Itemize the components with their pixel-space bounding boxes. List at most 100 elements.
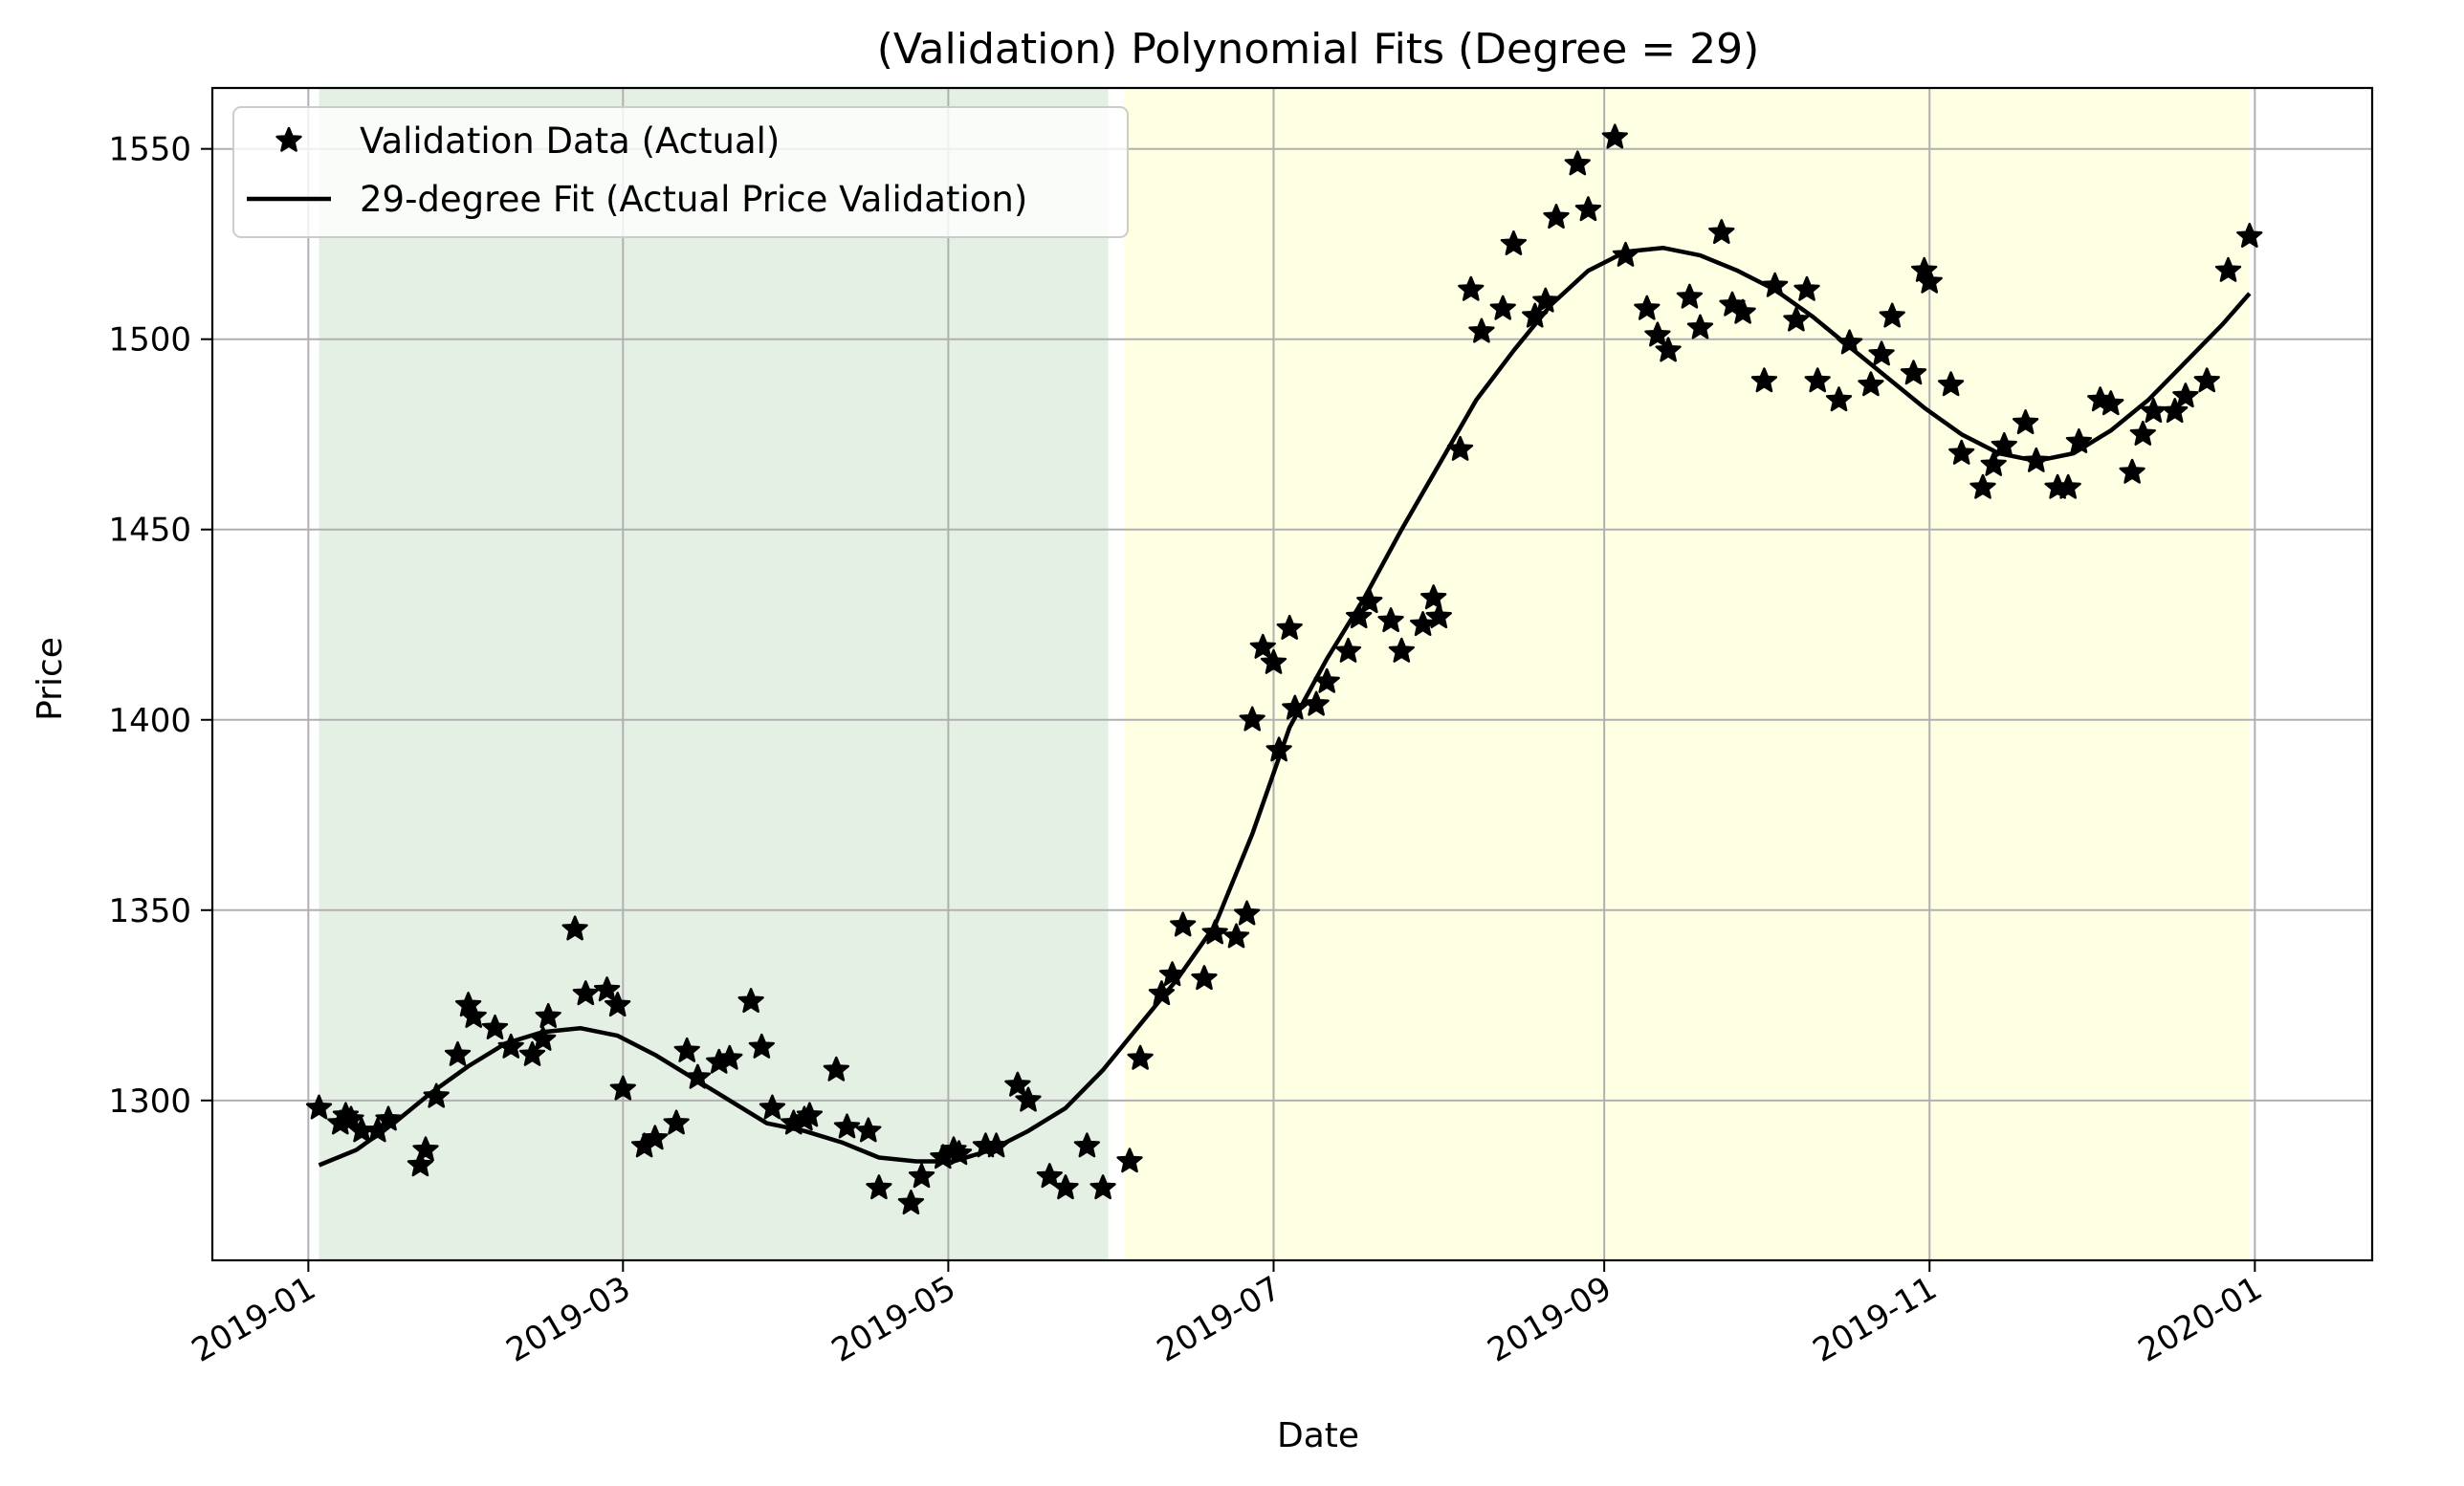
data-point — [2012, 409, 2039, 435]
data-point — [1052, 1174, 1079, 1200]
data-point — [1937, 371, 1965, 397]
data-point — [673, 1037, 700, 1062]
data-point — [1425, 603, 1452, 629]
data-point — [2214, 256, 2242, 282]
data-point — [1260, 648, 1287, 674]
data-point — [1239, 706, 1265, 732]
legend-label-fit-line: 29-degree Fit (Actual Price Validation) — [360, 179, 1027, 220]
data-point — [1500, 229, 1528, 255]
data-point — [2236, 222, 2263, 248]
shaded-region-2 — [1124, 88, 2250, 1260]
data-point — [481, 1014, 509, 1039]
chart-title: (Validation) Polynomial Fits (Degree = 2… — [877, 25, 1760, 74]
data-point — [1836, 329, 1863, 355]
data-point — [1127, 1044, 1154, 1070]
data-point — [1793, 275, 1820, 301]
data-point — [1015, 1086, 1042, 1112]
data-point — [1783, 306, 1810, 332]
data-point — [1916, 268, 1943, 294]
data-point — [1201, 919, 1228, 945]
data-point — [1522, 302, 1549, 328]
data-point — [1334, 637, 1362, 663]
data-point — [1116, 1147, 1143, 1173]
data-point — [2098, 390, 2124, 416]
data-point — [1948, 439, 1975, 465]
y-tick-label: 1500 — [108, 321, 191, 360]
data-point — [1804, 367, 1831, 393]
y-tick-label: 1400 — [108, 702, 191, 740]
data-point — [1346, 603, 1373, 629]
data-point — [663, 1109, 690, 1135]
data-point — [1761, 272, 1789, 297]
y-tick-label: 1300 — [108, 1082, 191, 1121]
data-point — [1303, 690, 1330, 716]
data-point — [1750, 367, 1778, 393]
data-point — [855, 1117, 882, 1143]
data-point — [1868, 340, 1895, 366]
y-tick-label: 1350 — [108, 892, 191, 930]
data-point — [1858, 371, 1884, 397]
data-point — [518, 1040, 546, 1066]
data-point — [338, 1105, 364, 1131]
data-point — [572, 980, 599, 1006]
data-point — [945, 1140, 973, 1166]
data-point — [1004, 1071, 1031, 1097]
data-point — [1655, 337, 1682, 362]
data-point — [1446, 435, 1474, 461]
y-tick-label: 1450 — [108, 512, 191, 550]
data-point — [1377, 607, 1404, 633]
data-point — [1532, 287, 1559, 313]
data-point — [1388, 637, 1415, 663]
y-axis-ticks: 1300 1350 1400 1450 1500 1550 — [108, 131, 212, 1121]
data-point — [2023, 447, 2050, 472]
legend: Validation Data (Actual) 29-degree Fit (… — [232, 106, 1129, 238]
data-point — [605, 992, 631, 1017]
data-point — [1991, 431, 2017, 457]
data-point — [1148, 980, 1176, 1006]
data-point — [748, 1033, 775, 1059]
data-point — [2119, 458, 2145, 484]
data-point — [1073, 1132, 1101, 1158]
data-point — [1313, 667, 1340, 693]
data-point — [2193, 367, 2220, 393]
data-point — [897, 1190, 925, 1215]
data-point — [2065, 427, 2093, 453]
x-axis-label: Date — [1277, 1416, 1359, 1455]
data-point — [1489, 295, 1516, 320]
data-point — [1191, 965, 1218, 991]
data-point — [1900, 360, 1927, 385]
plot-frame — [210, 86, 2374, 1262]
data-point — [1222, 923, 1250, 949]
data-point — [1969, 473, 1996, 499]
data-point — [535, 1002, 561, 1028]
data-point — [423, 1082, 450, 1108]
data-point — [497, 1033, 524, 1059]
data-point — [2172, 382, 2199, 408]
data-point — [1708, 219, 1735, 245]
data-point — [1282, 694, 1309, 720]
data-point — [716, 1044, 743, 1070]
data-point — [1276, 614, 1303, 640]
data-point — [759, 1094, 786, 1120]
data-point — [1036, 1163, 1063, 1189]
data-point — [1089, 1174, 1116, 1200]
data-point — [1676, 283, 1704, 309]
data-point — [1564, 150, 1591, 176]
data-point — [866, 1174, 892, 1200]
data-point — [1644, 321, 1671, 347]
y-tick-label: 1550 — [108, 131, 191, 169]
data-point — [1170, 911, 1197, 937]
data-point — [642, 1125, 669, 1150]
legend-star-marker — [275, 126, 302, 152]
data-point — [1420, 584, 1447, 610]
data-point — [530, 1025, 557, 1051]
data-point — [1601, 123, 1628, 149]
data-point — [1158, 961, 1186, 987]
data-point — [796, 1102, 824, 1127]
data-point — [444, 1040, 472, 1066]
data-point — [2129, 420, 2156, 446]
data-point — [1458, 275, 1485, 301]
data-point — [737, 988, 764, 1014]
data-points-layer — [305, 123, 2263, 1215]
data-point — [1686, 314, 1714, 339]
